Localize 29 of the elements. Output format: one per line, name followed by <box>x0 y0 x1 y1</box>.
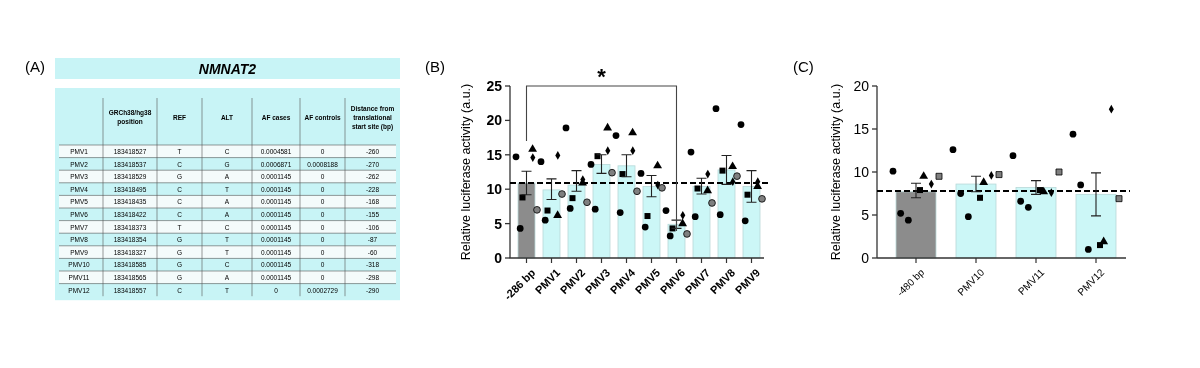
y-tick-label: 10 <box>486 181 503 198</box>
y-axis-title: Relative luciferase activity (a.u.) <box>829 83 843 261</box>
y-tick-label: 10 <box>853 164 870 180</box>
y-tick-label: 20 <box>486 112 503 129</box>
annotation: * <box>597 64 607 89</box>
y-tick-label: 0 <box>861 250 870 266</box>
x-tick-label: -480 bp <box>894 266 927 299</box>
y-tick-label: 15 <box>853 121 870 137</box>
text: (B) <box>425 58 445 75</box>
y-tick-label: 25 <box>486 78 503 94</box>
y-axis-title: Relative luciferase activity (a.u.) <box>459 83 473 261</box>
y-tick-label: 15 <box>486 146 503 163</box>
y-tick-label: 5 <box>494 215 503 232</box>
bar <box>1015 187 1057 259</box>
text: (A) <box>25 58 45 75</box>
bar <box>895 191 937 259</box>
bar <box>1075 193 1117 259</box>
bar <box>517 182 536 259</box>
text: NMNAT2 <box>198 61 257 77</box>
bar <box>955 183 997 259</box>
bar <box>642 186 661 259</box>
y-tick-label: 0 <box>494 250 503 266</box>
y-tick-label: 5 <box>861 207 870 223</box>
y-tick-label: 20 <box>853 78 870 94</box>
bar <box>617 165 636 259</box>
bar <box>742 186 761 259</box>
bar <box>717 169 736 259</box>
bar <box>592 164 611 259</box>
text: (C) <box>793 58 814 75</box>
